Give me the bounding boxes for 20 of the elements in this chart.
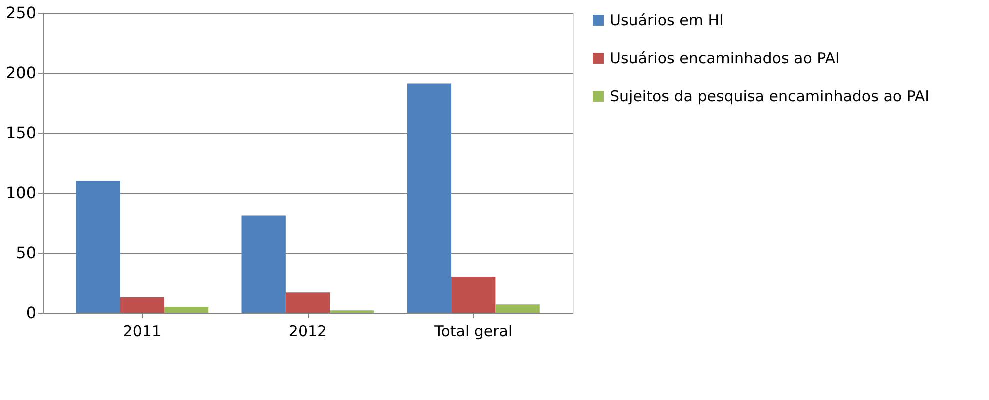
bar: [120, 297, 164, 313]
x-tick-label: Total geral: [434, 322, 513, 340]
y-tick-label: 150: [6, 124, 36, 142]
legend-label: Usuários encaminhados ao PAI: [610, 50, 840, 68]
bar: [286, 292, 330, 313]
bar: [407, 84, 452, 313]
y-tick-label: 250: [6, 4, 36, 22]
legend-label: Sujeitos da pesquisa encaminhados ao PAI: [610, 88, 930, 106]
y-tick-label: 50: [16, 244, 36, 262]
legend-label: Usuários em HI: [610, 12, 724, 30]
bar: [76, 181, 120, 313]
x-tick-label: 2012: [288, 322, 328, 340]
y-tick-label: 100: [6, 184, 36, 202]
bar: [242, 216, 286, 313]
bar: [496, 304, 540, 313]
bar: [164, 307, 209, 313]
y-tick-label: 200: [6, 64, 36, 82]
y-tick-label: 0: [26, 304, 36, 322]
x-tick-label: 2011: [123, 322, 162, 340]
bar: [452, 277, 496, 313]
